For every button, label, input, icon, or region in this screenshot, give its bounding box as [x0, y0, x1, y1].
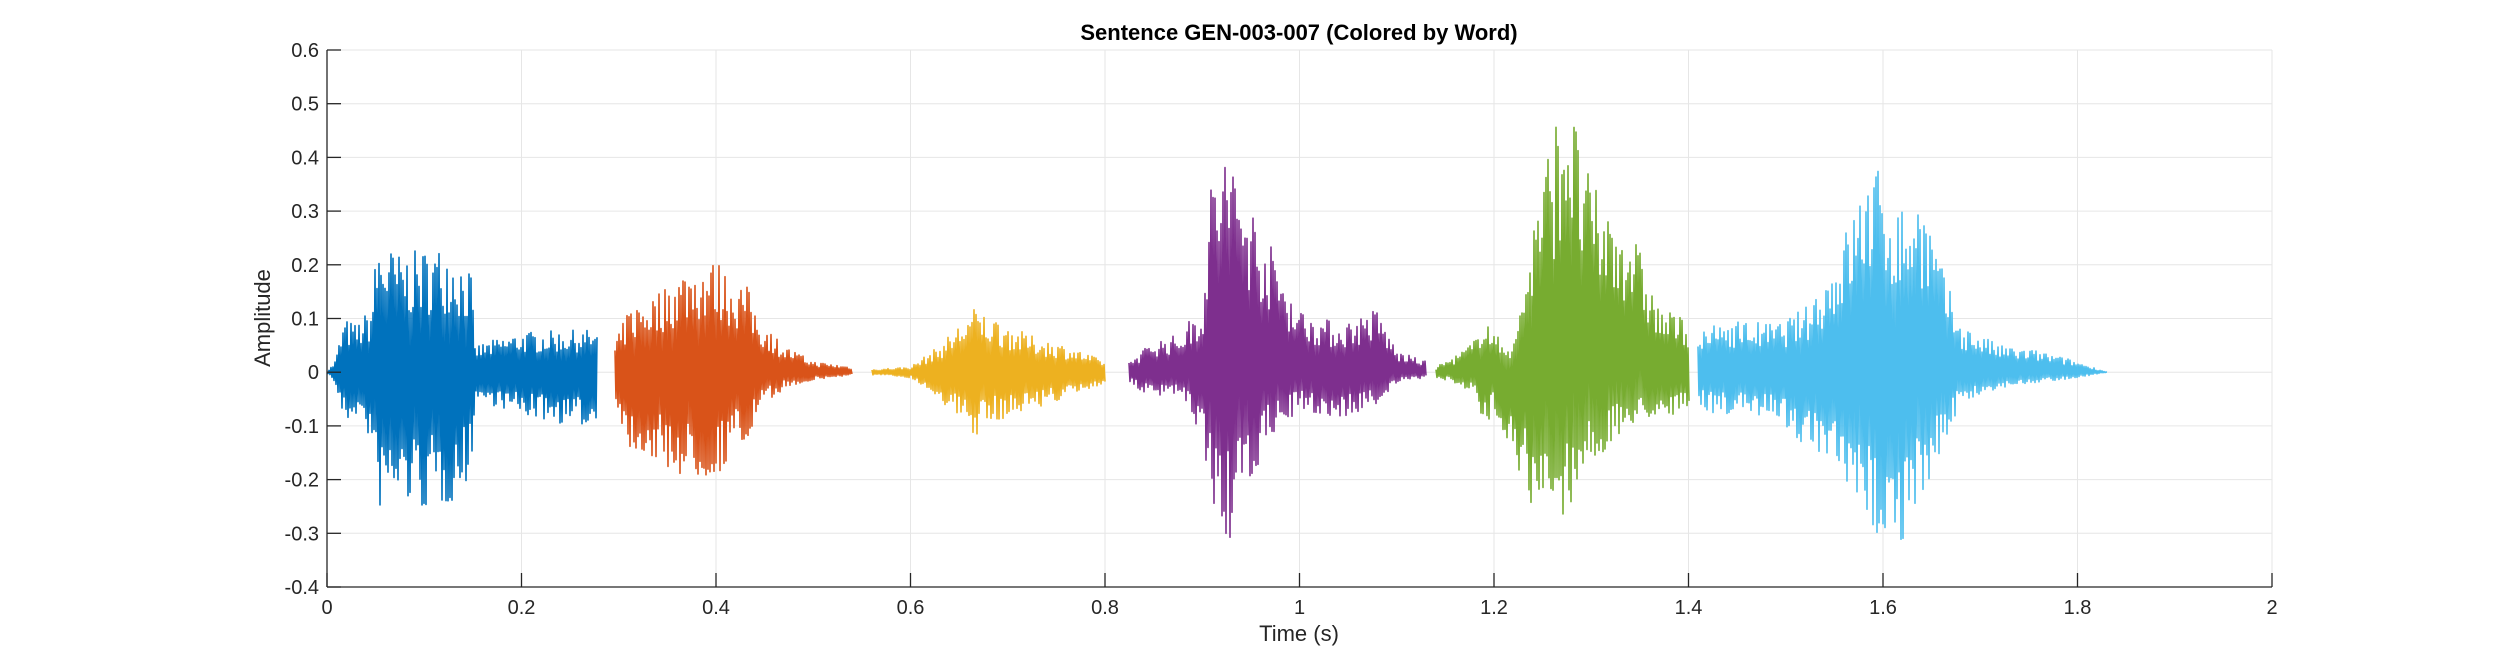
x-tick-label: 0.8 — [1091, 597, 1119, 619]
y-tick-label: 0.6 — [291, 40, 319, 62]
x-tick-label: 1.2 — [1480, 597, 1508, 619]
y-tick-label: 0.3 — [291, 201, 319, 223]
y-tick-label: 0.1 — [291, 309, 319, 331]
x-tick-label: 1.6 — [1869, 597, 1897, 619]
x-tick-label: 0 — [321, 597, 332, 619]
y-tick-label: -0.3 — [285, 523, 319, 545]
waveform-series-5 — [1435, 126, 1690, 515]
y-tick-label: -0.2 — [285, 470, 319, 492]
y-tick-label: 0.4 — [291, 147, 319, 169]
series-group — [326, 126, 2108, 541]
y-tick-label: 0.5 — [291, 94, 319, 116]
x-tick-label: 2 — [2266, 597, 2277, 619]
y-tick-label: -0.1 — [285, 416, 319, 438]
y-tick-label: 0 — [308, 362, 319, 384]
y-axis-label: Amplitude — [250, 269, 275, 367]
x-tick-label: 1.8 — [2064, 597, 2092, 619]
x-tick-label: 1 — [1294, 597, 1305, 619]
x-tick-label: 0.4 — [702, 597, 730, 619]
waveform-series-1 — [326, 250, 598, 506]
x-tick-label: 0.2 — [508, 597, 536, 619]
axes — [326, 49, 2273, 588]
y-tick-label: 0.2 — [291, 255, 319, 277]
waveform-series-2 — [614, 264, 853, 476]
waveform-series-3 — [871, 308, 1106, 435]
x-tick-label: 1.4 — [1675, 597, 1703, 619]
tick-labels: 0 0.2 0.4 0.6 0.8 1 1.2 1.4 1.6 1.8 2 -0.4 -0.3 -0.2 -… — [285, 40, 2278, 619]
waveform-series-4 — [1128, 166, 1427, 539]
x-tick-label: 0.6 — [897, 597, 925, 619]
grid — [326, 49, 2273, 588]
chart-title: Sentence GEN-003-007 (Colored by Word) — [1080, 20, 1517, 45]
y-tick-label: -0.4 — [285, 577, 319, 599]
x-axis-label: Time (s) — [1259, 621, 1339, 646]
waveform-series-6 — [1697, 170, 2108, 541]
